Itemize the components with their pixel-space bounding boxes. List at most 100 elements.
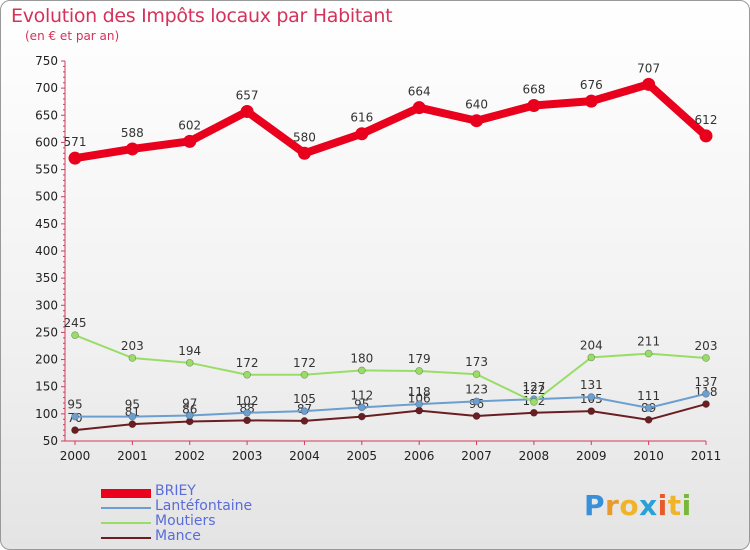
data-point-briey-2008 — [527, 99, 541, 113]
data-point-mance-2005 — [358, 412, 366, 421]
data-label-moutiers-2001: 203 — [121, 339, 144, 353]
data-label-moutiers-2011: 203 — [695, 339, 718, 353]
x-tick-label-2010: 2010 — [633, 449, 664, 463]
data-point-moutiers-2001 — [128, 354, 137, 362]
data-label-briey-2002: 602 — [178, 118, 201, 132]
data-point-lantefontaine-2001 — [128, 412, 137, 421]
data-point-lantefontaine-2002 — [185, 411, 194, 420]
data-point-briey-2009 — [584, 94, 598, 108]
data-label-briey-2007: 640 — [465, 98, 488, 112]
data-label-lantefontaine-2008: 127 — [522, 380, 545, 394]
x-tick-label-2001: 2001 — [117, 449, 148, 463]
data-point-mance-2003 — [243, 416, 251, 425]
data-label-lantefontaine-2011: 137 — [695, 375, 718, 389]
data-label-lantefontaine-2003: 102 — [236, 394, 259, 408]
data-point-briey-2005 — [355, 127, 369, 141]
data-point-briey-2004 — [297, 146, 311, 160]
data-label-lantefontaine-2004: 105 — [293, 392, 316, 406]
data-point-mance-2010 — [644, 416, 653, 424]
data-label-briey-2005: 616 — [350, 111, 373, 125]
data-point-mance-2006 — [415, 406, 423, 415]
data-label-moutiers-2005: 180 — [350, 351, 373, 365]
data-label-moutiers-2004: 172 — [293, 356, 316, 370]
data-point-lantefontaine-2006 — [415, 400, 423, 408]
y-tick-label-650: 650 — [35, 108, 58, 122]
data-point-mance-2008 — [530, 408, 538, 417]
data-label-briey-2008: 668 — [522, 83, 545, 97]
y-tick-label-600: 600 — [35, 135, 58, 149]
data-point-briey-2002 — [183, 134, 197, 148]
data-label-moutiers-2010: 211 — [637, 335, 660, 349]
legend-swatch-briey — [101, 489, 151, 498]
x-tick-label-2009: 2009 — [576, 449, 607, 463]
data-point-briey-2001 — [125, 142, 139, 156]
y-tick-label-700: 700 — [35, 81, 58, 95]
data-point-mance-2004 — [300, 417, 309, 425]
x-tick-label-2000: 2000 — [60, 449, 91, 463]
data-label-lantefontaine-2009: 131 — [580, 378, 603, 392]
data-label-moutiers-2006: 179 — [408, 352, 431, 366]
x-tick-label-2003: 2003 — [232, 449, 263, 463]
logo-letter-o: o — [619, 489, 640, 522]
data-label-mance-2006: 106 — [408, 392, 431, 406]
data-label-lantefontaine-2002: 97 — [182, 396, 197, 410]
y-tick-label-300: 300 — [35, 298, 58, 312]
logo-letter-r: r — [605, 489, 620, 522]
x-tick-label-2011: 2011 — [691, 449, 722, 463]
data-point-moutiers-2005 — [358, 366, 366, 375]
data-label-lantefontaine-2001: 95 — [125, 398, 140, 412]
logo-letter-i: i — [657, 489, 668, 522]
data-point-lantefontaine-2010 — [644, 404, 653, 412]
proxiti-logo: Proxiti — [584, 489, 692, 522]
data-label-briey-2010: 707 — [637, 61, 660, 75]
data-label-lantefontaine-2010: 111 — [637, 389, 660, 403]
logo-letter-p: P — [584, 489, 606, 522]
data-label-briey-2011: 612 — [695, 113, 718, 127]
logo-letter-t: t — [667, 489, 682, 522]
data-label-briey-2000: 571 — [64, 135, 87, 149]
data-label-moutiers-2002: 194 — [178, 344, 201, 358]
data-label-moutiers-2003: 172 — [236, 356, 259, 370]
series-line-lantefontaine — [74, 392, 707, 418]
data-label-lantefontaine-2005: 112 — [350, 388, 373, 402]
data-point-briey-2000 — [68, 151, 82, 165]
data-label-moutiers-2008: 122 — [522, 383, 545, 397]
data-point-moutiers-2006 — [415, 367, 423, 375]
y-tick-label-250: 250 — [35, 325, 58, 339]
data-point-moutiers-2004 — [300, 370, 309, 379]
data-label-moutiers-2007: 173 — [465, 355, 488, 369]
data-point-briey-2007 — [470, 114, 484, 128]
x-tick-label-2008: 2008 — [519, 449, 550, 463]
data-label-lantefontaine-2007: 123 — [465, 382, 488, 396]
x-tick-label-2007: 2007 — [461, 449, 492, 463]
data-point-lantefontaine-2011 — [702, 389, 710, 398]
y-tick-label-200: 200 — [35, 353, 58, 367]
data-point-lantefontaine-2009 — [587, 393, 596, 401]
data-label-lantefontaine-2000: 95 — [67, 398, 82, 412]
data-point-mance-2000 — [71, 426, 79, 434]
data-point-lantefontaine-2003 — [243, 408, 251, 417]
y-tick-label-150: 150 — [35, 380, 58, 394]
y-tick-label-400: 400 — [35, 244, 58, 258]
y-tick-label-750: 750 — [35, 54, 58, 68]
legend-label-moutiers: Moutiers — [155, 513, 216, 529]
logo-letter-x: x — [639, 489, 658, 522]
legend-label-lantefontaine: Lantéfontaine — [155, 498, 253, 514]
data-point-lantefontaine-2007 — [472, 397, 481, 406]
data-point-briey-2011 — [699, 129, 713, 143]
data-label-moutiers-2009: 204 — [580, 338, 603, 352]
legend-label-briey: BRIEY — [155, 483, 196, 499]
data-point-moutiers-2011 — [702, 354, 710, 362]
y-tick-label-100: 100 — [35, 407, 58, 421]
data-point-moutiers-2009 — [587, 353, 596, 362]
data-point-mance-2007 — [472, 412, 481, 420]
data-label-mance-2002: 86 — [182, 402, 197, 416]
y-tick-label-500: 500 — [35, 190, 58, 204]
data-label-moutiers-2000: 245 — [64, 316, 87, 330]
y-tick-label-50: 50 — [43, 434, 58, 448]
x-tick-label-2002: 2002 — [174, 449, 205, 463]
y-tick-label-450: 450 — [35, 217, 58, 231]
legend-swatch-moutiers — [101, 522, 151, 524]
